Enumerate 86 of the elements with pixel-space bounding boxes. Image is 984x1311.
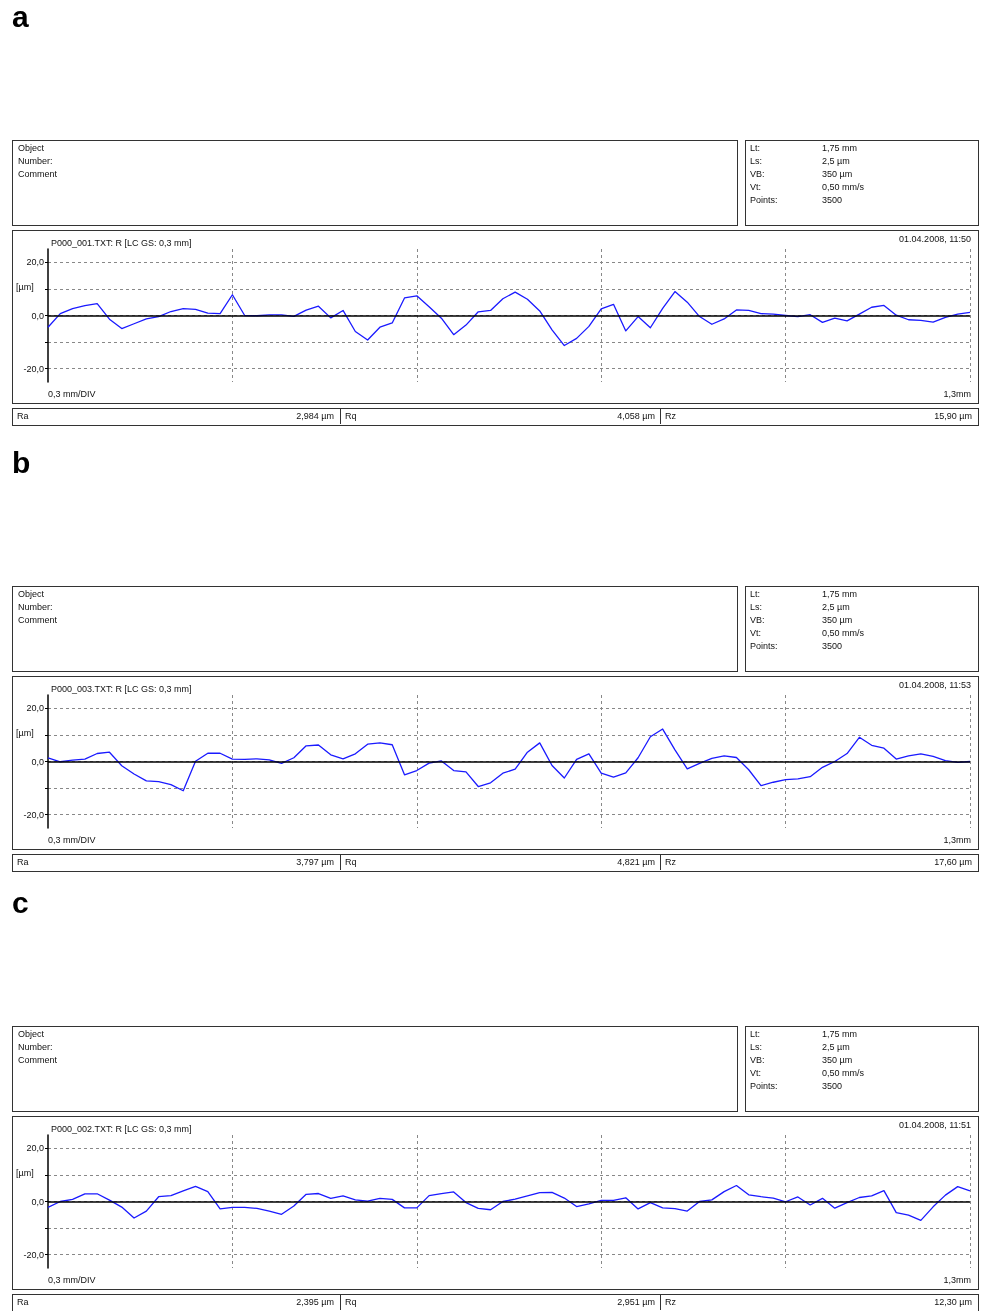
y-axis-title: [µm]	[16, 282, 34, 293]
text: 3500	[822, 195, 843, 206]
y-tick-label: 20,0	[26, 257, 44, 268]
text: Comment	[18, 1055, 58, 1066]
text: 15,90 µm	[934, 411, 972, 422]
text: 2,395 µm	[296, 1297, 334, 1308]
text: Vt:	[750, 182, 762, 193]
text: Object	[18, 589, 45, 600]
text: 1,75 mm	[822, 143, 858, 154]
text: Rz	[665, 411, 676, 422]
chart-title: P000_003.TXT: R [LC GS: 0,3 mm]	[51, 683, 192, 694]
chart-title: P000_001.TXT: R [LC GS: 0,3 mm]	[51, 237, 192, 248]
text: Rz	[665, 1297, 676, 1308]
text: Points:	[750, 1081, 778, 1092]
text: 3,797 µm	[296, 857, 334, 868]
y-tick-label: -20,0	[23, 809, 44, 820]
text: Vt:	[750, 1068, 762, 1079]
text: Lt:	[750, 143, 761, 154]
line-series	[47, 290, 971, 347]
text: Rz	[665, 857, 676, 868]
text: 0,50 mm/s	[822, 628, 865, 639]
text: Object	[18, 1029, 45, 1040]
text: 12,30 µm	[934, 1297, 972, 1308]
y-tick-label: -20,0	[23, 363, 44, 374]
text: VB:	[750, 1055, 765, 1066]
text: Ls:	[750, 1042, 763, 1053]
text: Ls:	[750, 602, 763, 613]
text: 1,75 mm	[822, 1029, 858, 1040]
y-tick-label: 0,0	[31, 310, 44, 321]
text: Comment	[18, 169, 58, 180]
x-axis-title: 0,3 mm/DIV	[48, 1274, 96, 1285]
text: 0,50 mm/s	[822, 1068, 865, 1079]
text: Ra	[17, 411, 29, 422]
text: 2,5 µm	[822, 602, 850, 613]
text: 3500	[822, 641, 843, 652]
text: b	[12, 446, 31, 480]
text: 4,821 µm	[617, 857, 655, 868]
text: Rq	[345, 1297, 357, 1308]
text: Number:	[18, 1042, 53, 1053]
text: 0,50 mm/s	[822, 182, 865, 193]
y-tick-label: 0,0	[31, 1196, 44, 1207]
text: Points:	[750, 195, 778, 206]
text: 17,60 µm	[934, 857, 972, 868]
text: 2,951 µm	[617, 1297, 655, 1308]
text: 1,3mm	[943, 388, 972, 399]
text: c	[12, 886, 29, 920]
text: Number:	[18, 602, 53, 613]
text: 4,058 µm	[617, 411, 655, 422]
text: Rq	[345, 857, 357, 868]
text: 1,3mm	[943, 1274, 972, 1285]
text: 350 µm	[822, 169, 853, 180]
text: Lt:	[750, 1029, 761, 1040]
text: Vt:	[750, 628, 762, 639]
chart-title: P000_002.TXT: R [LC GS: 0,3 mm]	[51, 1123, 192, 1134]
text: Object	[18, 143, 45, 154]
text: 2,5 µm	[822, 156, 850, 167]
text: VB:	[750, 615, 765, 626]
x-axis-title: 0,3 mm/DIV	[48, 388, 96, 399]
y-tick-label: 0,0	[31, 756, 44, 767]
text: Comment	[18, 615, 58, 626]
text: VB:	[750, 169, 765, 180]
y-tick-label: -20,0	[23, 1249, 44, 1260]
text: Ra	[17, 857, 29, 868]
y-axis-title: [µm]	[16, 1168, 34, 1179]
text: a	[12, 0, 29, 34]
y-tick-label: 20,0	[26, 703, 44, 714]
line-series	[47, 1184, 971, 1222]
text: 1,3mm	[943, 834, 972, 845]
text: 2,5 µm	[822, 1042, 850, 1053]
text: 350 µm	[822, 615, 853, 626]
text: 2,984 µm	[296, 411, 334, 422]
text: 01.04.2008, 11:53	[899, 679, 972, 690]
text: Points:	[750, 641, 778, 652]
text: Ra	[17, 1297, 29, 1308]
text: Rq	[345, 411, 357, 422]
x-axis-title: 0,3 mm/DIV	[48, 834, 96, 845]
text: 350 µm	[822, 1055, 853, 1066]
y-axis-title: [µm]	[16, 728, 34, 739]
text: Ls:	[750, 156, 763, 167]
text: Lt:	[750, 589, 761, 600]
text: Number:	[18, 156, 53, 167]
text: 1,75 mm	[822, 589, 858, 600]
y-tick-label: 20,0	[26, 1143, 44, 1154]
text: 01.04.2008, 11:51	[899, 1119, 972, 1130]
text: 3500	[822, 1081, 843, 1092]
text: 01.04.2008, 11:50	[899, 233, 972, 244]
